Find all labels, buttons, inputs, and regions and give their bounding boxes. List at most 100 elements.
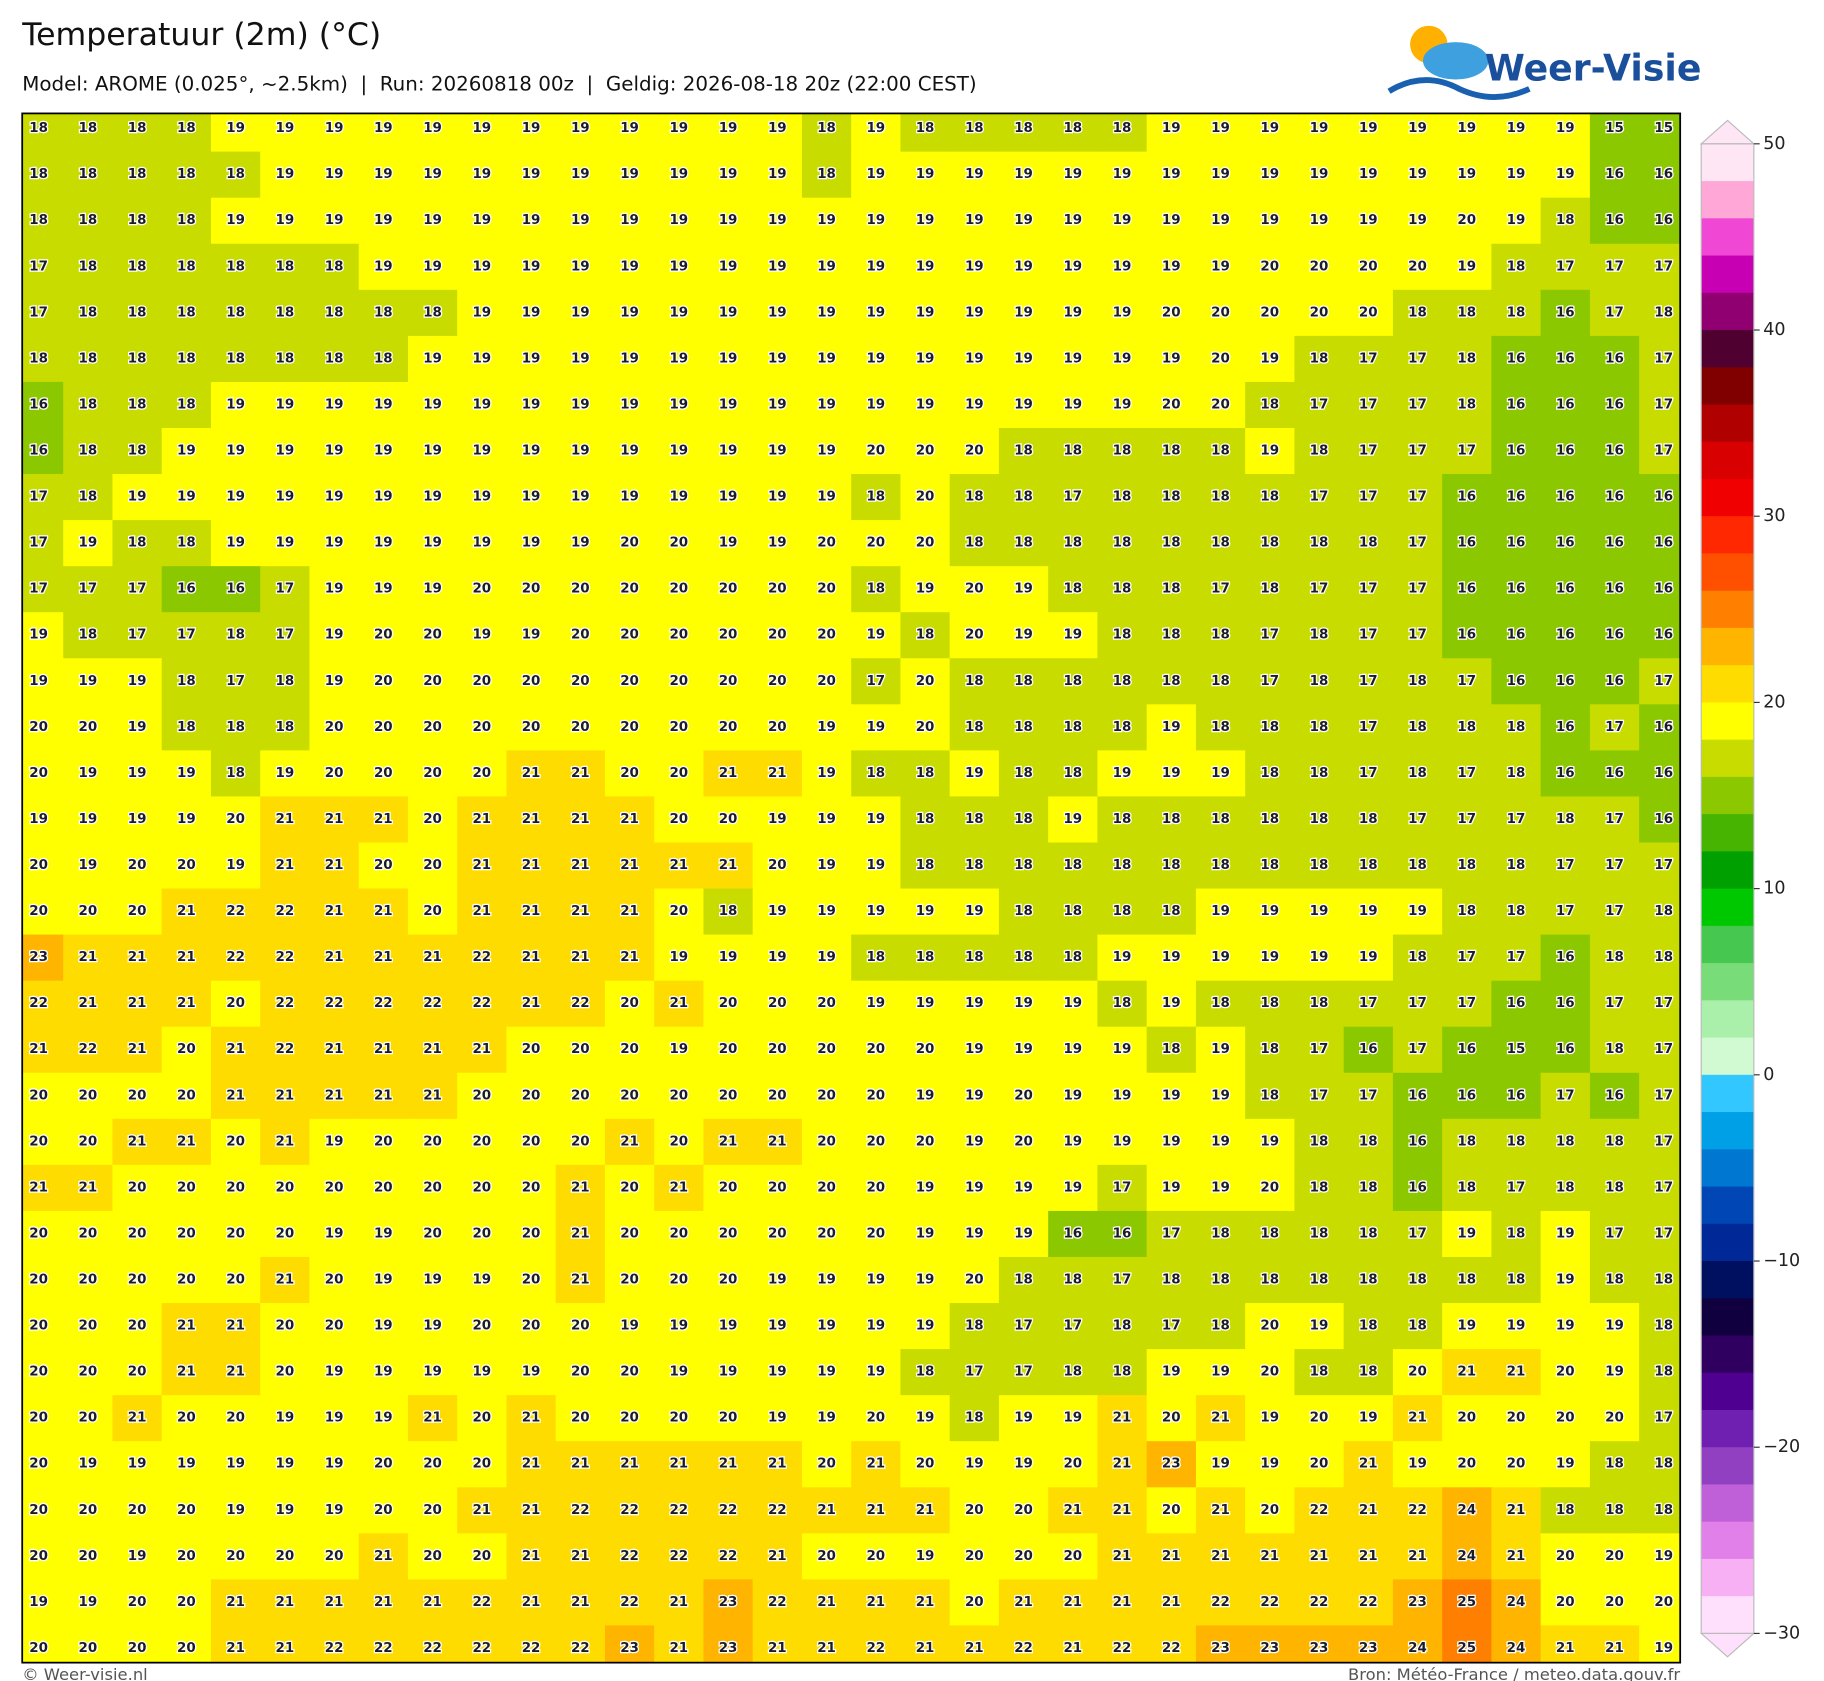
temperature-cell — [1343, 1210, 1394, 1258]
temperature-cell — [506, 980, 557, 1028]
colorbar-segment — [1701, 702, 1754, 741]
temperature-label: 20 — [1359, 305, 1378, 320]
temperature-label: 18 — [1063, 720, 1082, 735]
temperature-label: 20 — [374, 766, 393, 781]
temperature-cell — [998, 934, 1049, 982]
temperature-cell — [1589, 1395, 1640, 1442]
temperature-label: 18 — [78, 628, 97, 643]
temperature-label: 23 — [1211, 1641, 1230, 1656]
temperature-cell — [1589, 1487, 1640, 1535]
temperature-cell — [900, 151, 951, 199]
temperature-cell — [506, 1026, 557, 1074]
temperature-cell — [407, 151, 458, 199]
temperature-label: 19 — [1063, 167, 1082, 182]
temperature-label: 19 — [1507, 213, 1526, 228]
temperature-label: 18 — [1260, 397, 1279, 412]
temperature-label: 17 — [1654, 1134, 1673, 1149]
temperature-label: 19 — [29, 812, 48, 827]
temperature-cell — [900, 1349, 951, 1396]
temperature-cell — [604, 750, 655, 798]
temperature-label: 18 — [1556, 1134, 1575, 1149]
temperature-cell — [506, 1395, 557, 1442]
temperature-label: 19 — [128, 812, 147, 827]
temperature-label: 20 — [620, 1411, 639, 1426]
temperature-label: 21 — [423, 1088, 442, 1103]
temperature-cell — [358, 612, 409, 659]
temperature-cell — [949, 842, 1000, 890]
temperature-label: 19 — [522, 305, 541, 320]
temperature-cell — [949, 980, 1000, 1028]
temperature-label: 18 — [1310, 351, 1329, 366]
temperature-label: 20 — [275, 1180, 294, 1195]
temperature-cell — [1343, 980, 1394, 1028]
temperature-label: 17 — [1260, 628, 1279, 643]
temperature-label: 18 — [226, 351, 245, 366]
temperature-label: 19 — [78, 1457, 97, 1472]
temperature-cell — [900, 934, 951, 982]
temperature-cell — [752, 520, 803, 567]
temperature-label: 19 — [423, 1365, 442, 1380]
temperature-label: 20 — [916, 720, 935, 735]
temperature-label: 19 — [522, 444, 541, 459]
temperature-label: 19 — [571, 121, 590, 136]
temperature-label: 19 — [965, 996, 984, 1011]
temperature-cell — [161, 934, 212, 982]
temperature-label: 18 — [1063, 444, 1082, 459]
temperature-cell — [1343, 197, 1394, 245]
temperature-label: 17 — [1457, 766, 1476, 781]
temperature-cell — [161, 1118, 212, 1166]
temperature-label: 19 — [325, 444, 344, 459]
temperature-cell — [1245, 151, 1296, 199]
temperature-cell — [457, 243, 508, 291]
temperature-cell — [112, 612, 163, 659]
temperature-label: 18 — [1162, 674, 1181, 689]
temperature-label: 20 — [128, 1641, 147, 1656]
temperature-label: 20 — [620, 582, 639, 597]
temperature-cell — [358, 113, 409, 153]
temperature-label: 18 — [226, 766, 245, 781]
temperature-cell — [358, 1441, 409, 1488]
temperature-cell — [210, 566, 261, 613]
temperature-label: 19 — [719, 950, 738, 965]
temperature-cell — [654, 842, 705, 890]
temperature-label: 16 — [1507, 490, 1526, 505]
temperature-cell — [309, 1164, 360, 1212]
temperature-cell — [260, 427, 311, 475]
temperature-cell — [752, 704, 803, 752]
temperature-label: 18 — [1605, 1273, 1624, 1288]
temperature-label: 18 — [965, 490, 984, 505]
temperature-cell — [654, 113, 705, 153]
temperature-cell — [851, 151, 902, 199]
temperature-label: 21 — [571, 904, 590, 919]
temperature-cell — [654, 1118, 705, 1166]
temperature-label: 21 — [78, 1180, 97, 1195]
temperature-label: 20 — [226, 1273, 245, 1288]
temperature-cell — [1343, 335, 1394, 383]
temperature-cell — [801, 1303, 852, 1350]
temperature-label: 22 — [522, 1641, 541, 1656]
temperature-cell — [457, 704, 508, 752]
temperature-label: 21 — [669, 996, 688, 1011]
temperature-label: 20 — [768, 1180, 787, 1195]
temperature-label: 20 — [78, 1273, 97, 1288]
temperature-label: 16 — [1556, 628, 1575, 643]
temperature-cell — [63, 1441, 114, 1488]
temperature-label: 20 — [1605, 1549, 1624, 1564]
temperature-cell — [260, 113, 311, 153]
temperature-cell — [555, 335, 606, 383]
temperature-label: 19 — [1113, 397, 1132, 412]
temperature-label: 19 — [965, 1134, 984, 1149]
temperature-label: 20 — [275, 1226, 294, 1241]
temperature-label: 22 — [423, 996, 442, 1011]
temperature-cell — [457, 151, 508, 199]
temperature-label: 18 — [1211, 996, 1230, 1011]
temperature-cell — [210, 427, 261, 475]
colorbar-tick-label: −20 — [1763, 1437, 1800, 1457]
colorbar-segment — [1701, 1409, 1754, 1448]
temperature-label: 18 — [374, 305, 393, 320]
temperature-cell — [604, 612, 655, 659]
temperature-label: 18 — [1605, 1180, 1624, 1195]
temperature-cell — [210, 934, 261, 982]
temperature-cell — [1540, 197, 1591, 245]
temperature-cell — [555, 888, 606, 936]
